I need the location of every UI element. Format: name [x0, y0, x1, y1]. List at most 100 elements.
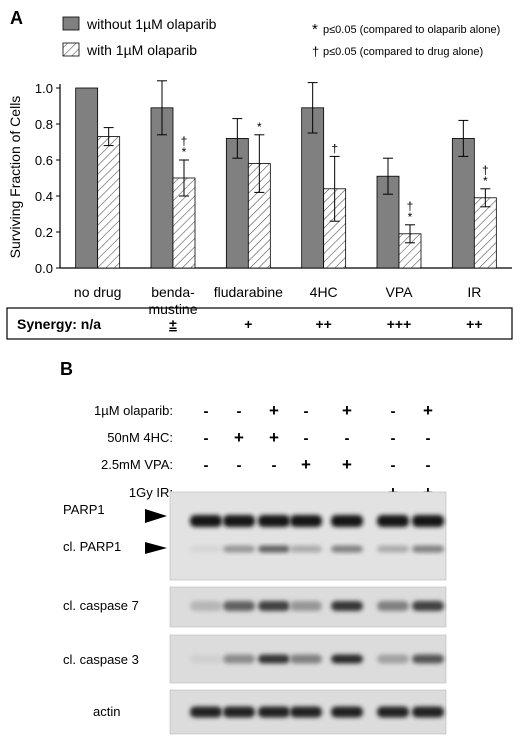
condition-label: 1Gy IR:: [129, 485, 173, 500]
band-cl-caspase3: [377, 654, 409, 664]
synergy-value: ++: [466, 316, 482, 332]
band-actin: [377, 706, 409, 718]
plus-sign: +: [423, 401, 433, 420]
significance-marker: *: [257, 120, 262, 134]
band-parp1: [331, 515, 363, 527]
condition-label: 2.5mM VPA:: [101, 457, 173, 472]
minus-sign: -: [204, 430, 209, 447]
significance-marker: *: [483, 174, 488, 188]
x-category-label: benda-: [151, 284, 195, 300]
legend-label-without: without 1µM olaparib: [86, 16, 217, 32]
minus-sign: -: [304, 403, 309, 420]
band-cl-parp1: [412, 545, 444, 553]
blot-label-cl-parp1: cl. PARP1: [63, 539, 121, 554]
band-cl-caspase3: [412, 654, 444, 664]
minus-sign: -: [426, 430, 431, 447]
minus-sign: -: [345, 430, 350, 447]
band-cl-parp1: [377, 545, 409, 553]
band-cl-caspase7: [377, 601, 409, 611]
bar-without-olaparib: [75, 87, 99, 269]
bar-chart: 0.00.20.40.60.81.0no drug*†benda-mustine…: [35, 80, 512, 317]
synergy-value: ++: [315, 316, 331, 332]
arrow-parp1: [145, 509, 167, 523]
y-tick-label: 0.0: [35, 261, 53, 276]
legend-swatch-without: [62, 16, 80, 31]
minus-sign: -: [391, 457, 396, 474]
band-parp1: [258, 515, 290, 527]
condition-label: 50nM 4HC:: [107, 430, 173, 445]
band-cl-caspase3: [190, 654, 222, 664]
x-category-label: 4HC: [310, 284, 338, 300]
synergy-value: +++: [387, 316, 412, 332]
x-category-label: VPA: [386, 284, 414, 300]
band-cl-caspase3: [223, 654, 255, 664]
band-parp1: [377, 515, 409, 527]
arrow-cl-parp1: [145, 542, 167, 554]
band-cl-parp1: [258, 545, 290, 553]
band-actin: [412, 706, 444, 718]
y-axis-title: Surviving Fraction of Cells: [7, 96, 23, 259]
synergy-value: ±: [169, 316, 177, 332]
y-tick-label: 1.0: [35, 81, 53, 96]
band-cl-parp1: [223, 545, 255, 553]
y-tick-label: 0.8: [35, 117, 53, 132]
bar-with-olaparib: [97, 136, 121, 269]
plus-sign: +: [342, 401, 352, 420]
bar-with-olaparib: [473, 197, 497, 269]
x-category-label: no drug: [74, 284, 121, 300]
y-tick-label: 0.4: [35, 189, 53, 204]
blot-label-actin: actin: [93, 704, 120, 719]
band-cl-parp1: [290, 545, 322, 553]
band-parp1: [290, 515, 322, 527]
blot-label-parp1: PARP1: [63, 502, 105, 517]
band-cl-parp1: [190, 545, 222, 553]
band-parp1: [190, 515, 222, 527]
note-dagger-text: p≤0.05 (compared to drug alone): [323, 46, 483, 58]
synergy-values: ± + ++ +++ ++: [169, 316, 482, 332]
blot-label-cl-caspase3: cl. caspase 3: [63, 652, 139, 667]
x-category-label: mustine: [148, 301, 197, 317]
plus-sign: +: [269, 401, 279, 420]
significance-marker: †: [482, 163, 489, 177]
significance-marker: †: [331, 141, 338, 155]
note-dagger-symbol: †: [312, 44, 319, 59]
western-blots: PARP1 cl. PARP1 cl. caspase 7 cl. caspase 3…: [63, 491, 447, 735]
minus-sign: -: [391, 430, 396, 447]
band-actin: [331, 706, 363, 718]
treatment-conditions: 1µM olaparib: - - + - + - +50nM 4HC: - + + - - - - 2.5m…: [94, 401, 433, 502]
band-parp1: [412, 515, 444, 527]
synergy-value: +: [244, 316, 252, 332]
plus-sign: +: [342, 455, 352, 474]
legend-label-with: with 1µM olaparib: [86, 42, 197, 58]
minus-sign: -: [204, 403, 209, 420]
minus-sign: -: [237, 403, 242, 420]
band-cl-caspase3: [258, 654, 290, 664]
synergy-title: Synergy: n/a: [17, 316, 101, 332]
band-actin: [223, 706, 255, 718]
band-actin: [290, 706, 322, 718]
panel-b-label: B: [60, 359, 73, 379]
legend-swatch-with: [62, 42, 80, 57]
note-star-symbol: *: [312, 21, 318, 38]
plus-sign: +: [301, 455, 311, 474]
significance-marker: *: [408, 210, 413, 224]
plus-sign: +: [269, 428, 279, 447]
x-category-label: IR: [467, 284, 481, 300]
y-tick-label: 0.6: [35, 153, 53, 168]
band-cl-parp1: [331, 545, 363, 553]
minus-sign: -: [204, 457, 209, 474]
note-star-text: p≤0.05 (compared to olaparib alone): [323, 24, 500, 36]
synergy-box: [6, 307, 513, 340]
band-cl-caspase7: [412, 601, 444, 611]
band-cl-caspase7: [190, 601, 222, 611]
significance-marker: †: [407, 199, 414, 213]
x-category-label: fludarabine: [214, 284, 283, 300]
minus-sign: -: [272, 457, 277, 474]
blot-panel: [169, 491, 447, 581]
band-cl-caspase7: [223, 601, 255, 611]
panel-a-label: A: [10, 8, 23, 28]
significance-marker: *: [182, 145, 187, 159]
y-tick-label: 0.2: [35, 225, 53, 240]
band-cl-caspase3: [331, 654, 363, 664]
blot-label-cl-caspase7: cl. caspase 7: [63, 598, 139, 613]
